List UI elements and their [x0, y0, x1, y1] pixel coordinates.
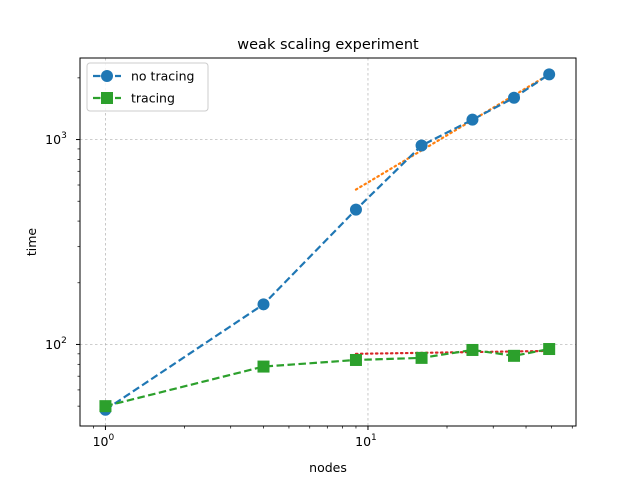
data-point — [415, 139, 428, 152]
data-point — [349, 203, 362, 216]
data-point — [349, 353, 362, 366]
grid-lines — [80, 58, 576, 426]
legend-item: no tracing — [93, 69, 194, 84]
x-axis-label: nodes — [309, 460, 347, 475]
data-point — [466, 343, 479, 356]
data-point — [543, 343, 556, 356]
legend: no tracing tracing — [86, 62, 209, 112]
y-axis-label: time — [24, 228, 39, 257]
legend-label: tracing — [131, 91, 175, 106]
series-no-tracing — [99, 68, 556, 416]
x-tick-label: 101 — [355, 433, 377, 449]
data-point — [466, 113, 479, 126]
y-tick-label: 102 — [45, 336, 67, 352]
legend-label: no tracing — [131, 69, 194, 84]
data-point — [99, 400, 112, 413]
data-point — [415, 351, 428, 364]
plot-frame — [79, 57, 577, 427]
data-point — [543, 68, 556, 81]
data-point — [508, 91, 521, 104]
axis-ticks: 100 101 102 103 — [45, 77, 573, 449]
legend-marker — [101, 70, 113, 82]
data-point — [508, 349, 521, 362]
x-tick-label: 100 — [93, 433, 115, 449]
data-point — [257, 360, 270, 373]
chart-title: weak scaling experiment — [237, 37, 419, 53]
legend-item: tracing — [93, 91, 175, 106]
data-point — [257, 298, 270, 311]
series-tracing — [99, 343, 556, 413]
data-series — [99, 68, 556, 416]
legend-marker — [101, 92, 113, 104]
y-tick-label: 103 — [45, 131, 67, 147]
